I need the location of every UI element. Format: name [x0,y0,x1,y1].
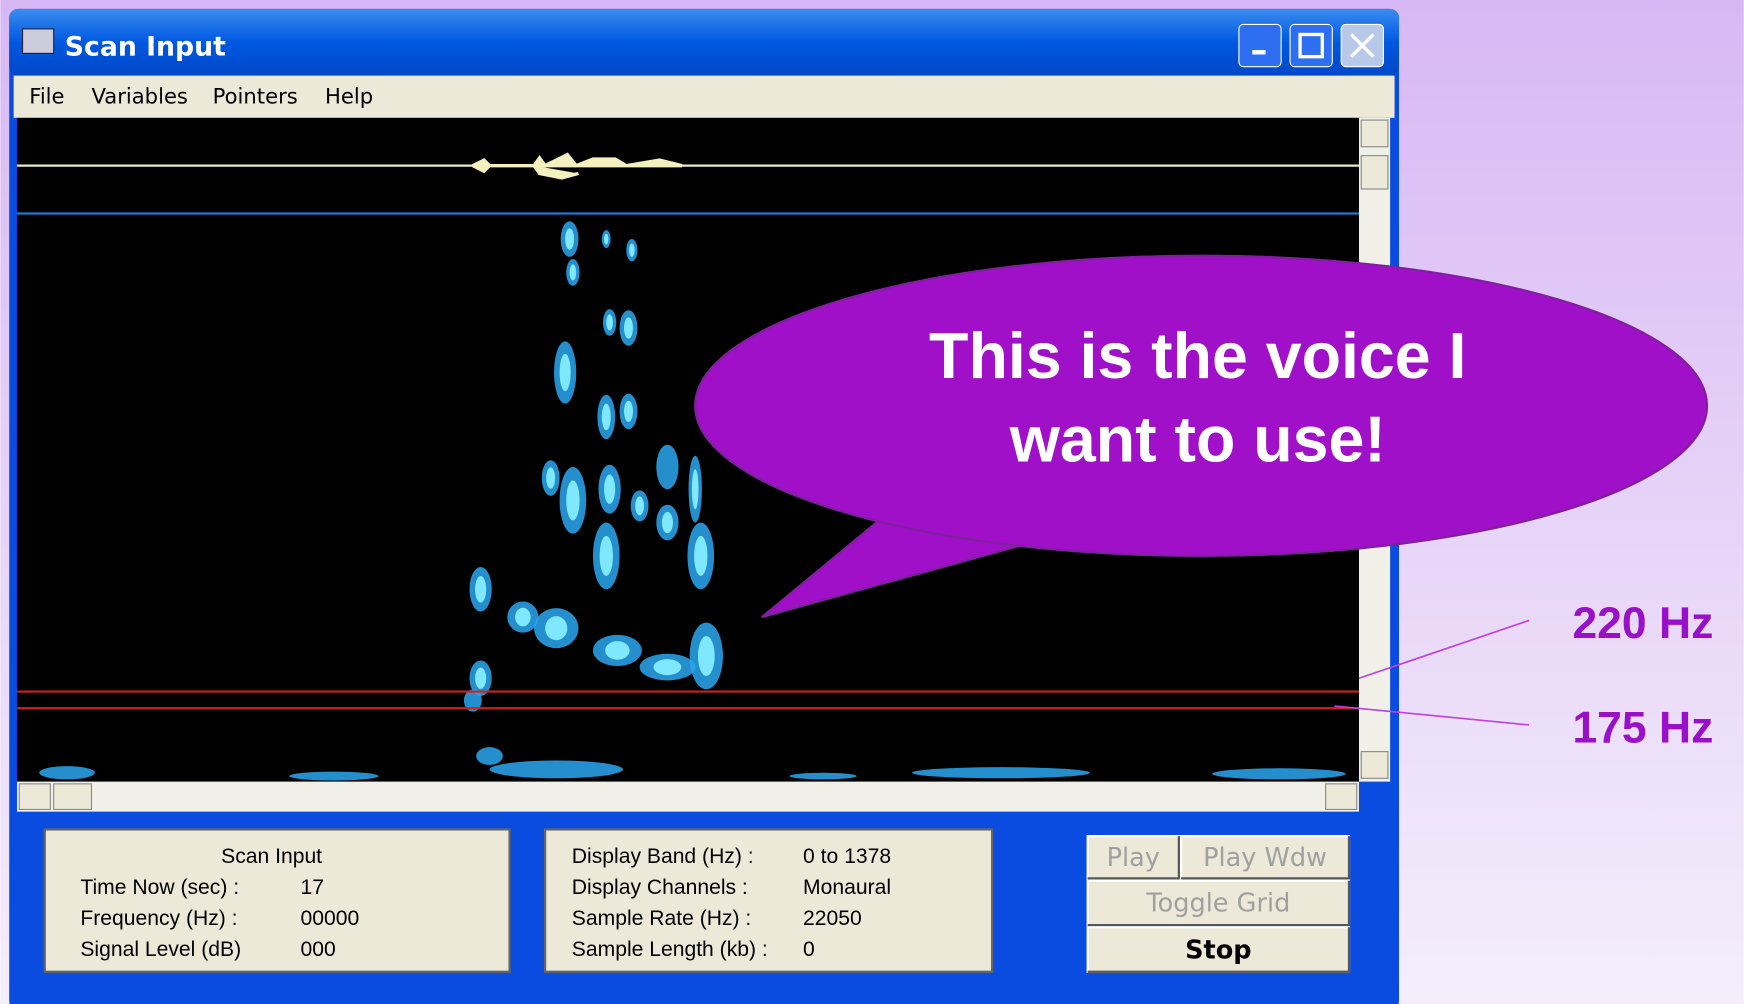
status-label: Time Now (sec) : [80,876,239,899]
spectral-core [545,616,568,641]
button[interactable] [1086,926,1351,973]
spectral-core [629,243,635,257]
spectral-core [635,496,645,516]
annotation-line [1334,705,1530,726]
callout-text: want to use! [1009,403,1386,475]
window-controls[interactable] [1238,23,1385,68]
button-label[interactable]: Stop [1185,935,1252,965]
spectral-core [565,228,575,250]
callout-text: This is the voice I [929,320,1466,392]
spectral-blob [463,689,482,712]
spectral-core [604,474,616,504]
status-label: Frequency (Hz) : [80,907,237,930]
display-label: Display Band (Hz) : [572,845,754,868]
spectral-core [546,467,556,489]
display-value: 22050 [803,907,862,930]
spectral-blob [656,444,679,490]
status-label: Signal Level (dB) [80,938,241,961]
display-label: Sample Rate (Hz) : [572,907,751,930]
minimize-icon [1252,50,1266,55]
spectral-core [559,353,571,392]
display-value: Monaural [803,876,891,899]
scroll-down[interactable] [1360,751,1389,779]
close-icon [1350,33,1375,58]
scroll-thumb[interactable] [1360,155,1389,190]
maximize-icon [1298,32,1324,59]
spectral-core [605,641,630,660]
spectral-core [515,607,531,627]
display-panel [544,828,994,973]
waveform [472,152,683,180]
spectral-core [653,659,682,676]
spectral-blob [912,767,1090,779]
button-label: Play Wdw [1203,843,1327,873]
scroll-up[interactable] [1360,119,1389,148]
spectral-core [604,233,609,245]
scroll-right[interactable] [1325,783,1358,810]
spectral-blob [39,766,95,780]
button-shadow [1087,880,1351,927]
minimize-button[interactable] [1238,23,1282,68]
button-label: Play [1107,843,1160,873]
button-label: Toggle Grid [1145,889,1290,919]
status-panel [43,828,511,973]
status-value: 00000 [301,907,360,930]
spectral-blob [476,747,503,765]
button [1086,879,1351,927]
horizontal-scrollbar[interactable] [16,781,1359,812]
status-value: 000 [301,938,336,961]
spectral-core [624,400,633,423]
spectral-blob [789,772,857,780]
spectral-core [569,264,577,281]
callout-bubble [694,254,1709,558]
status-heading: Scan Input [221,845,322,868]
spectral-core [606,314,613,331]
button-shadow [1181,836,1351,880]
spectral-blob [489,760,623,779]
spectral-core [475,575,487,603]
button [1179,834,1351,880]
display-label: Display Channels : [572,876,748,899]
spectral-core [599,535,613,576]
spectral-core [475,667,487,689]
annotation: 175 Hz [1572,704,1713,753]
app-icon [21,28,55,54]
window-title: Scan Input [65,32,226,63]
display-value: 0 to 1378 [803,845,891,868]
spectral-core [601,403,611,431]
button-shadow [1087,836,1180,880]
spectral-core [694,535,708,576]
menu-item[interactable]: Help [325,83,373,108]
spectral-core [697,635,715,677]
menu-item[interactable]: File [29,83,64,108]
spectral-core [661,511,673,534]
display-label: Sample Length (kb) : [572,938,768,961]
h-scroll-thumb[interactable] [53,783,93,810]
annotation-line [1358,619,1530,680]
status-value: 17 [301,876,324,899]
spectral-blob [1212,768,1346,780]
scroll-left[interactable] [18,783,51,810]
annotation: 220 Hz [1572,599,1713,648]
spectral-core [566,480,580,521]
button-shadow [1087,927,1351,973]
spectral-blob [289,771,379,781]
spectral-core [624,317,633,339]
menu-item[interactable]: Pointers [213,83,298,108]
menu-item[interactable]: Variables [91,83,187,108]
title-bar [9,8,1400,76]
spectral-core [691,469,699,510]
menu-bar [13,75,1395,118]
display-value: 0 [803,938,815,961]
maximize-button[interactable] [1289,23,1333,68]
